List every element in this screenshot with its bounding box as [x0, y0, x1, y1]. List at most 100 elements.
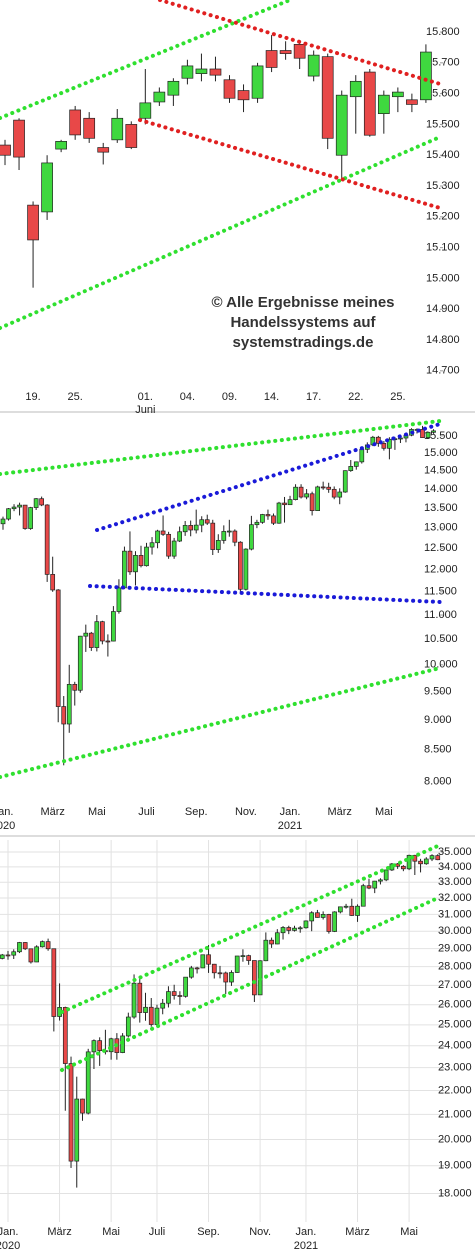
candle-body	[200, 954, 206, 969]
candle-body	[0, 144, 11, 156]
candle-body	[332, 911, 337, 932]
candle-body	[234, 955, 240, 973]
y-tick-label: 25.000	[438, 1019, 472, 1031]
candle-body	[263, 939, 269, 962]
x-tick-label: 25.	[390, 391, 405, 403]
candle-body	[171, 991, 177, 996]
x-sub-label: 2020	[0, 820, 15, 832]
candle-body	[309, 493, 315, 512]
candle-body	[360, 885, 366, 907]
trend-line	[158, 0, 442, 86]
candle-body	[321, 56, 334, 139]
candle-body	[315, 486, 320, 512]
x-tick-label: Jan.	[0, 806, 13, 818]
candle-body	[226, 530, 232, 533]
x-tick-label: 25.	[68, 391, 83, 403]
candle-body	[55, 141, 67, 150]
candle-body	[181, 65, 194, 79]
candle-body	[44, 504, 50, 575]
y-tick-label: 15.000	[426, 272, 460, 284]
candle-body	[353, 461, 359, 467]
candle-body	[160, 530, 166, 535]
candle-body	[217, 972, 223, 975]
candle-body	[309, 912, 315, 922]
candle-body	[246, 955, 252, 961]
candle-body	[72, 684, 78, 691]
candle-body	[11, 951, 17, 956]
candle-body	[88, 632, 94, 648]
candle-body	[243, 548, 249, 590]
candle-body	[326, 914, 332, 932]
candle-body	[68, 1063, 74, 1162]
x-tick-label: März	[327, 806, 351, 818]
x-tick-label: Juli	[138, 806, 155, 818]
candle-body	[237, 90, 250, 101]
candle-body	[377, 94, 390, 115]
candle-body	[337, 906, 343, 913]
y-tick-label: 14.700	[426, 365, 460, 377]
y-tick-label: 12.000	[424, 563, 458, 575]
candle-body	[342, 470, 348, 493]
candle-body	[34, 946, 39, 963]
candle-body	[376, 436, 381, 444]
candle-body	[252, 960, 257, 996]
y-tick-label: 10.000	[424, 659, 458, 671]
candle-body	[251, 65, 264, 99]
candle-body	[387, 438, 392, 449]
trend-line	[0, 666, 442, 779]
y-tick-label: 14.900	[426, 303, 460, 315]
y-tick-label: 15.100	[426, 242, 460, 254]
candle-body	[223, 972, 229, 983]
y-tick-label: 15.700	[426, 57, 460, 69]
candle-body	[85, 1051, 91, 1114]
y-tick-label: 13.000	[424, 522, 458, 534]
candle-body	[320, 914, 326, 918]
candle-body	[286, 927, 292, 931]
y-tick-label: 35.000	[438, 846, 472, 858]
x-tick-label: März	[40, 806, 64, 818]
candle-body	[349, 80, 362, 98]
candle-body	[435, 855, 441, 861]
watermark: Handelssystems auf	[230, 314, 376, 331]
candle-body	[431, 430, 436, 433]
y-tick-label: 12.500	[424, 542, 458, 554]
y-tick-label: 10.500	[424, 633, 458, 645]
candle-body	[260, 514, 265, 523]
y-tick-label: 15.500	[424, 430, 458, 442]
candle-body	[223, 79, 236, 99]
x-tick-label: 19.	[25, 391, 40, 403]
candle-body	[94, 621, 100, 648]
candle-body	[297, 927, 303, 930]
candle-body	[381, 443, 387, 449]
y-tick-label: 20.000	[438, 1133, 472, 1145]
candle-body	[287, 499, 293, 506]
y-tick-label: 24.000	[438, 1040, 472, 1052]
candle-body	[154, 1007, 160, 1025]
candle-body	[61, 706, 67, 725]
candle-body	[378, 879, 383, 882]
candle-body	[77, 635, 83, 691]
candle-body	[238, 541, 243, 590]
candle-body	[5, 954, 11, 957]
candle-body	[274, 932, 280, 945]
y-tick-label: 22.000	[438, 1084, 472, 1096]
candle-body	[307, 54, 320, 77]
watermark: © Alle Ergebnisse meines	[211, 294, 394, 311]
candle-body	[209, 68, 222, 76]
candle-body	[401, 865, 406, 870]
y-tick-label: 27.000	[438, 979, 472, 991]
x-tick-label: 01.	[138, 391, 153, 403]
y-tick-label: 11.000	[424, 609, 457, 621]
y-tick-label: 8.000	[424, 775, 452, 787]
candle-body	[111, 117, 124, 141]
candle-body	[69, 109, 82, 136]
candle-body	[249, 524, 254, 550]
candle-body	[0, 518, 6, 525]
candle-body	[45, 941, 51, 950]
candle-body	[331, 488, 337, 498]
candle-body	[372, 880, 378, 889]
y-tick-label: 14.000	[424, 483, 458, 495]
x-tick-label: 22.	[348, 391, 363, 403]
candle-body	[355, 905, 360, 916]
